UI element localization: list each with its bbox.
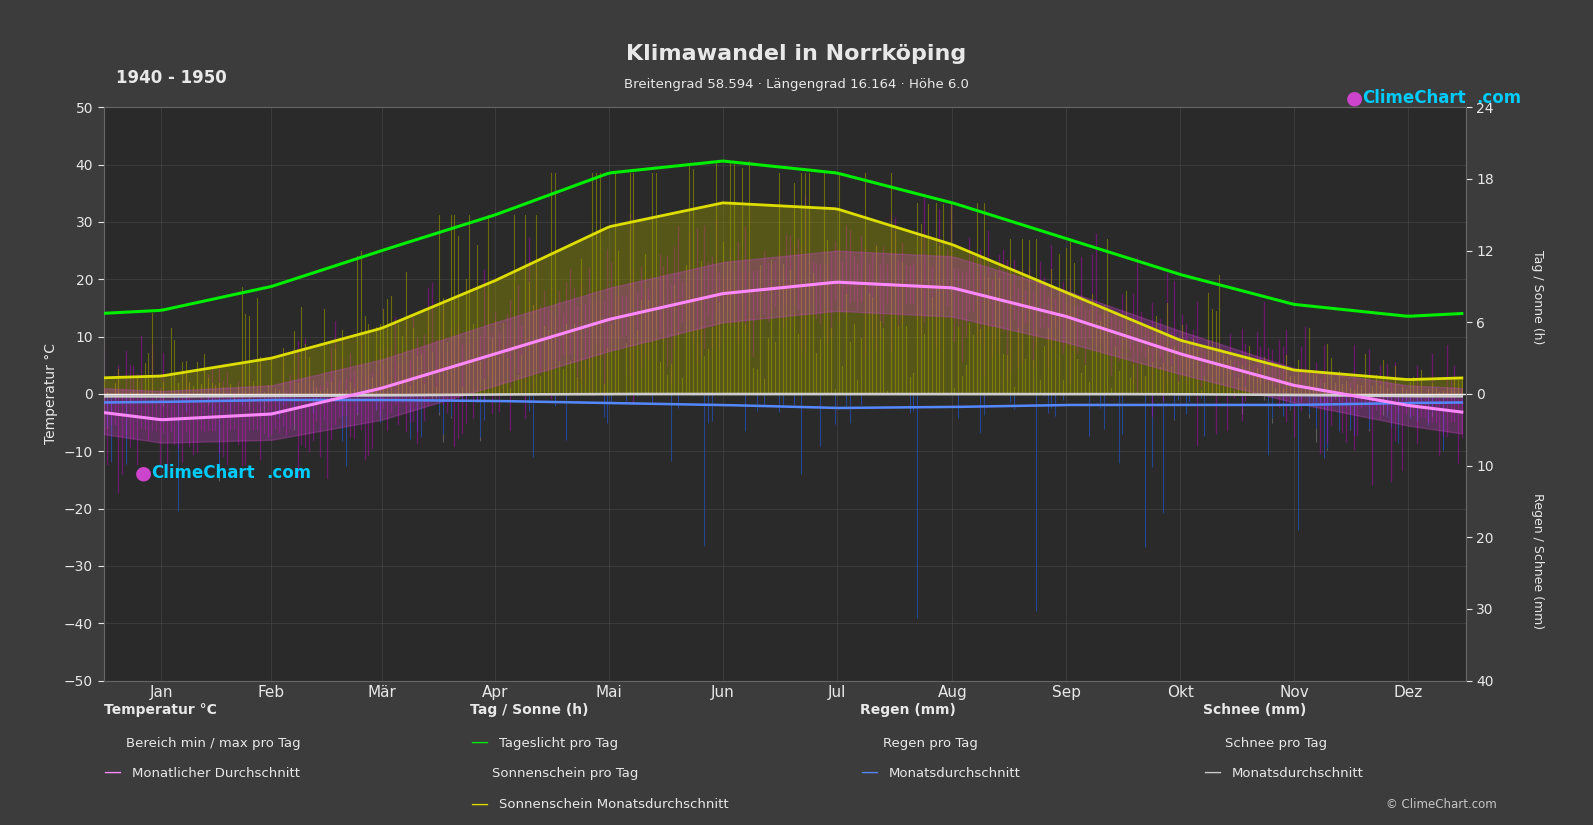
Text: Tag / Sonne (h): Tag / Sonne (h) — [470, 703, 588, 717]
Text: Breitengrad 58.594 · Längengrad 16.164 · Höhe 6.0: Breitengrad 58.594 · Längengrad 16.164 ·… — [624, 78, 969, 91]
Text: —: — — [104, 763, 121, 781]
Text: Klimawandel in Norrköping: Klimawandel in Norrköping — [626, 44, 967, 64]
Text: 1940 - 1950: 1940 - 1950 — [116, 69, 228, 87]
Text: Sonnenschein Monatsdurchschnitt: Sonnenschein Monatsdurchschnitt — [499, 799, 728, 812]
Text: Schnee pro Tag: Schnee pro Tag — [1225, 737, 1327, 750]
Text: Monatlicher Durchschnitt: Monatlicher Durchschnitt — [132, 767, 299, 780]
Text: ClimeChart: ClimeChart — [1362, 89, 1466, 107]
Y-axis label: Temperatur °C: Temperatur °C — [45, 343, 59, 445]
Text: Tageslicht pro Tag: Tageslicht pro Tag — [499, 737, 618, 750]
Text: Monatsdurchschnitt: Monatsdurchschnitt — [889, 767, 1021, 780]
Text: Regen (mm): Regen (mm) — [860, 703, 956, 717]
Text: —: — — [1203, 763, 1220, 781]
Text: Bereich min / max pro Tag: Bereich min / max pro Tag — [126, 737, 301, 750]
Text: Regen pro Tag: Regen pro Tag — [883, 737, 978, 750]
Text: Tag / Sonne (h): Tag / Sonne (h) — [1531, 250, 1544, 344]
Text: Monatsdurchschnitt: Monatsdurchschnitt — [1231, 767, 1364, 780]
Text: —: — — [470, 794, 487, 813]
Text: Regen / Schnee (mm): Regen / Schnee (mm) — [1531, 493, 1544, 629]
Text: Sonnenschein pro Tag: Sonnenschein pro Tag — [492, 767, 639, 780]
Text: © ClimeChart.com: © ClimeChart.com — [1386, 799, 1497, 812]
Text: ClimeChart: ClimeChart — [151, 464, 255, 483]
Text: —: — — [860, 763, 878, 781]
Text: ●: ● — [135, 464, 159, 483]
Text: .com: .com — [1477, 89, 1521, 107]
Text: .com: .com — [266, 464, 311, 483]
Text: Schnee (mm): Schnee (mm) — [1203, 703, 1306, 717]
Text: —: — — [470, 733, 487, 751]
Text: Temperatur °C: Temperatur °C — [104, 703, 217, 717]
Text: ●: ● — [1346, 88, 1370, 107]
